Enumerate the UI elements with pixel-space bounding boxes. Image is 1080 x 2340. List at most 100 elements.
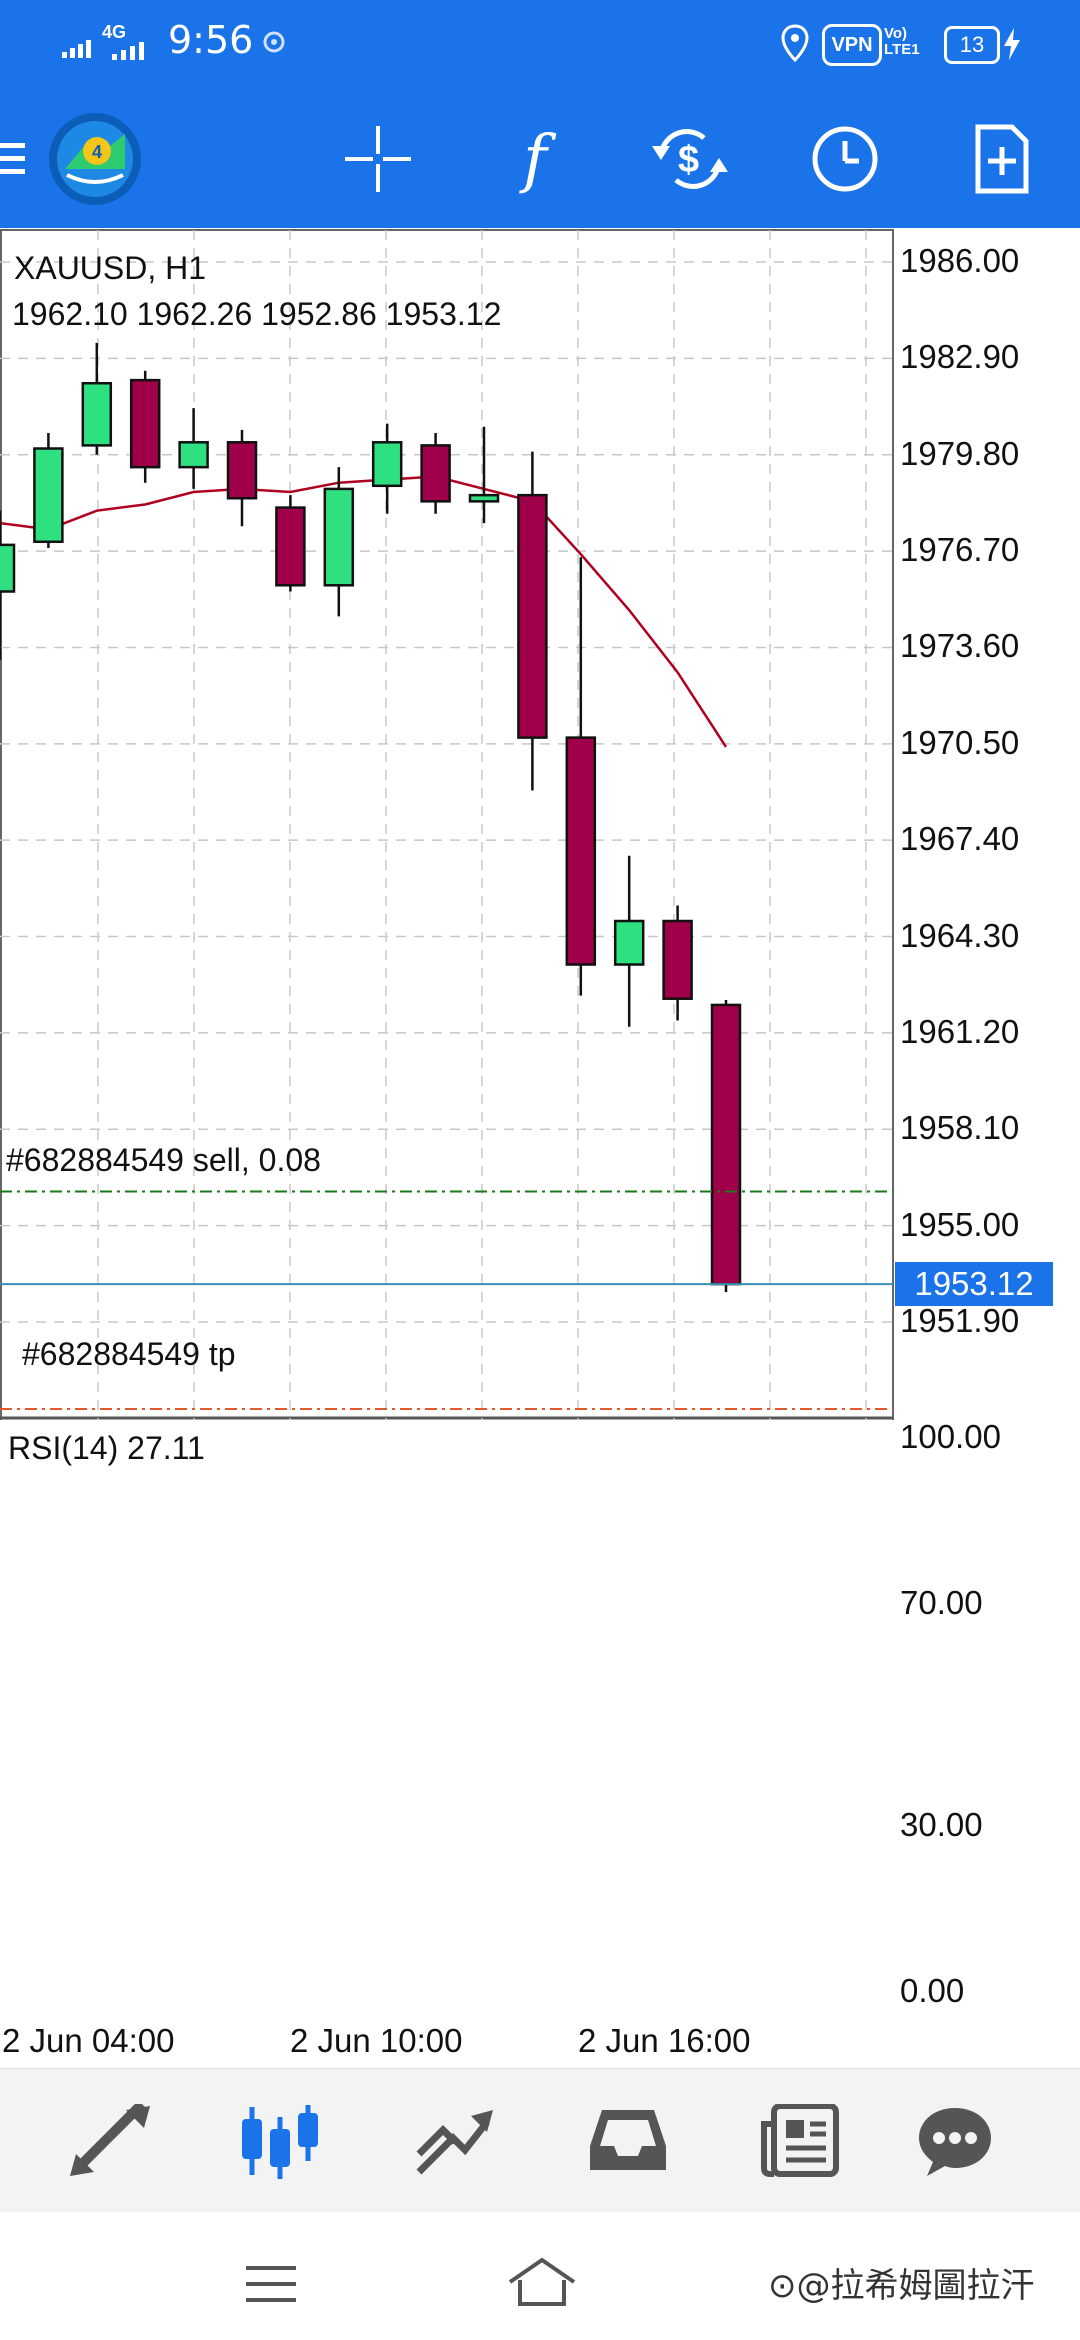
settings-gear-icon bbox=[263, 31, 285, 53]
timeframe-button[interactable] bbox=[790, 90, 900, 228]
new-order-icon bbox=[975, 124, 1029, 194]
recents-icon[interactable] bbox=[244, 2264, 300, 2304]
timeframe-icon bbox=[812, 126, 878, 192]
chart-grid bbox=[0, 229, 894, 1420]
candle-body bbox=[178, 441, 209, 469]
vpn-badge: VPN bbox=[822, 24, 882, 66]
candle bbox=[275, 495, 306, 592]
crosshair-button[interactable] bbox=[323, 90, 433, 228]
menu-icon bbox=[0, 143, 25, 174]
candle-body bbox=[275, 506, 306, 587]
location-icon bbox=[781, 24, 809, 63]
candle-body bbox=[710, 1003, 742, 1286]
candle bbox=[565, 557, 597, 996]
price-tick-label: 1973.60 bbox=[900, 627, 1020, 665]
trade-icon bbox=[416, 2110, 493, 2175]
chart-symbol: XAUUSD, H1 bbox=[14, 250, 207, 286]
time-axis-label: 2 Jun 16:00 bbox=[578, 2022, 751, 2059]
nav-news[interactable] bbox=[725, 2069, 875, 2213]
symbols-button[interactable]: $ bbox=[635, 90, 745, 228]
time-axis-label: 2 Jun 10:00 bbox=[290, 2022, 463, 2059]
order-lines bbox=[0, 1190, 893, 1411]
price-tick-label: 1979.80 bbox=[900, 434, 1020, 472]
ma-line bbox=[0, 475, 728, 748]
signal-icon-2 bbox=[112, 42, 144, 60]
candle-body bbox=[662, 919, 693, 1000]
candle bbox=[710, 999, 742, 1293]
candle-body bbox=[129, 378, 161, 469]
nav-quotes[interactable] bbox=[35, 2069, 185, 2213]
candle bbox=[0, 510, 16, 660]
order-label[interactable]: #682884549 sell, 0.08 bbox=[6, 1142, 321, 1178]
rsi-tick-label: 30.00 bbox=[900, 1805, 983, 1843]
candle-body bbox=[565, 736, 597, 966]
new-order-button[interactable] bbox=[947, 90, 1057, 228]
candle-body bbox=[371, 441, 403, 488]
svg-text:$: $ bbox=[678, 139, 699, 181]
candle bbox=[226, 429, 258, 527]
price-tick-label: 1986.00 bbox=[900, 242, 1020, 279]
price-tick-label: 1970.50 bbox=[900, 723, 1020, 761]
nav-trade[interactable] bbox=[380, 2069, 530, 2213]
candle bbox=[420, 432, 451, 514]
battery-icon: 13 bbox=[944, 26, 1000, 64]
volte-indicator: Vo) LTE1 bbox=[884, 25, 920, 58]
price-chart[interactable] bbox=[0, 228, 1080, 1420]
chart-candles-icon bbox=[242, 2105, 318, 2179]
candle bbox=[323, 467, 355, 617]
rsi-tick-label: 70.00 bbox=[900, 1584, 983, 1622]
candle-body bbox=[613, 919, 645, 966]
candle-body bbox=[468, 493, 500, 503]
mt4-logo-button[interactable]: 4 bbox=[40, 90, 150, 228]
status-time: 9:56 bbox=[168, 18, 254, 62]
price-tick-label: 1961.20 bbox=[900, 1012, 1020, 1050]
candle-body bbox=[0, 543, 16, 593]
menu-button[interactable] bbox=[0, 90, 60, 228]
network-type: 4G bbox=[102, 22, 127, 42]
nav-history[interactable] bbox=[553, 2069, 703, 2213]
status-bar: 4G 9:56 VPN Vo) LTE1 13 bbox=[0, 0, 1080, 90]
symbols-icon: $ bbox=[652, 129, 728, 189]
rsi-tick-label: 0.00 bbox=[900, 1972, 965, 2009]
chart-ohlc: 1962.10 1962.26 1952.86 1953.12 bbox=[12, 296, 502, 332]
news-icon bbox=[761, 2104, 839, 2177]
home-icon[interactable] bbox=[506, 2256, 578, 2308]
candle bbox=[371, 423, 403, 514]
rsi-label: RSI(14) 27.11 bbox=[8, 1430, 205, 1466]
candle bbox=[81, 342, 113, 455]
candle bbox=[662, 905, 693, 1021]
signal-icon bbox=[62, 40, 91, 58]
inbox-icon bbox=[590, 2110, 666, 2170]
nav-chat[interactable] bbox=[880, 2069, 1030, 2213]
chat-icon bbox=[919, 2108, 991, 2176]
candle bbox=[129, 370, 161, 483]
price-tick-label: 1955.00 bbox=[900, 1205, 1020, 1243]
bottom-navigation bbox=[0, 2068, 1080, 2213]
watermark: ⊙@拉希姆圖拉汗 bbox=[768, 2266, 1035, 2306]
price-tick-label: 1958.10 bbox=[900, 1109, 1020, 1147]
indicators-icon: f bbox=[523, 122, 547, 196]
app-toolbar: 4 f $ bbox=[0, 90, 1080, 228]
price-tick-label: 1967.40 bbox=[900, 820, 1020, 858]
chart-frame bbox=[0, 229, 894, 1420]
candle-body bbox=[323, 487, 355, 587]
candle-body bbox=[226, 441, 258, 500]
candle bbox=[468, 426, 500, 524]
nav-chart[interactable] bbox=[205, 2069, 355, 2213]
charging-icon bbox=[1004, 28, 1020, 60]
price-tick-label: 1964.30 bbox=[900, 916, 1020, 954]
candle-body bbox=[517, 493, 548, 739]
order-label[interactable]: #682884549 tp bbox=[22, 1336, 236, 1372]
candle-body bbox=[33, 447, 64, 544]
candle-body bbox=[81, 381, 113, 447]
price-tick-label: 1951.90 bbox=[900, 1302, 1020, 1339]
candle bbox=[517, 451, 548, 791]
candle bbox=[33, 432, 64, 548]
crosshair-icon bbox=[345, 126, 411, 192]
price-tick-label: 1982.90 bbox=[900, 338, 1020, 376]
indicators-button[interactable]: f bbox=[480, 90, 590, 228]
time-axis-label: 2 Jun 04:00 bbox=[2, 2022, 175, 2059]
svg-text:4: 4 bbox=[92, 142, 102, 162]
candle-body bbox=[420, 444, 451, 503]
candle bbox=[178, 408, 209, 489]
